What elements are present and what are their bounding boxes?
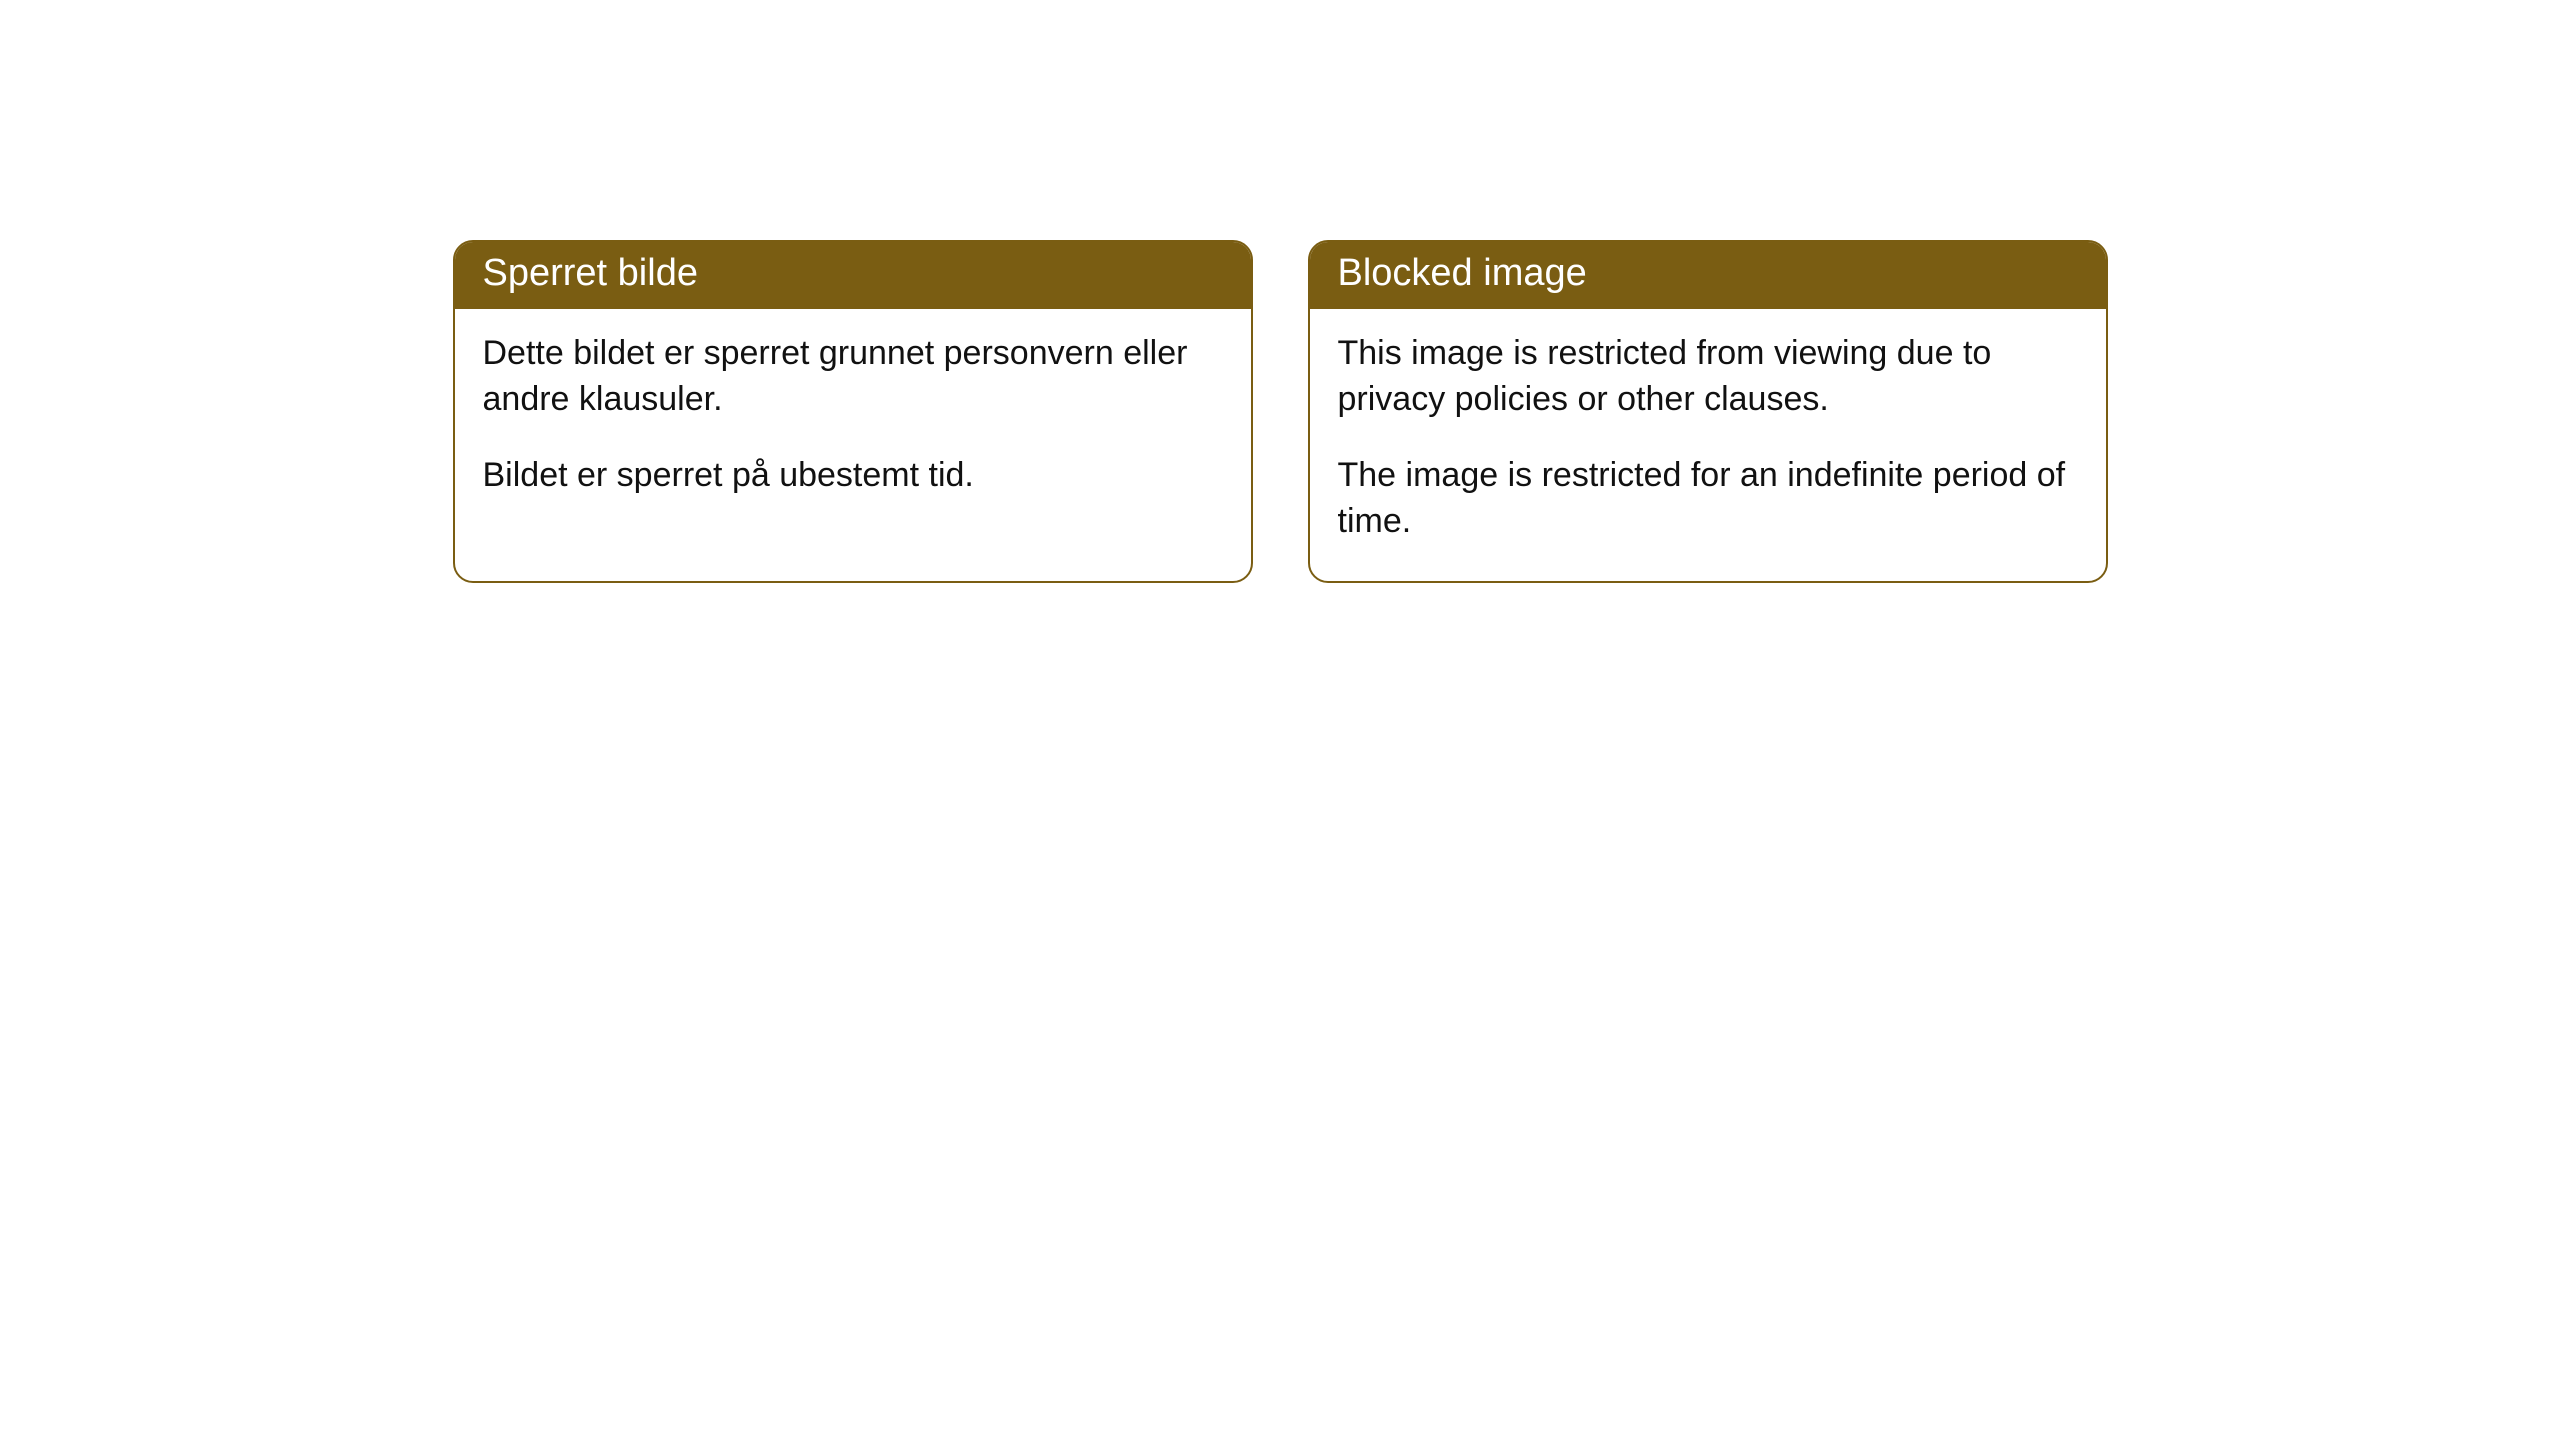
- card-para2-english: The image is restricted for an indefinit…: [1338, 453, 2078, 545]
- card-body-norwegian: Dette bildet er sperret grunnet personve…: [455, 309, 1251, 535]
- card-body-english: This image is restricted from viewing du…: [1310, 309, 2106, 581]
- notice-card-container: Sperret bilde Dette bildet er sperret gr…: [453, 240, 2108, 583]
- card-para1-norwegian: Dette bildet er sperret grunnet personve…: [483, 331, 1223, 423]
- card-header-english: Blocked image: [1310, 242, 2106, 309]
- notice-card-english: Blocked image This image is restricted f…: [1308, 240, 2108, 583]
- card-para1-english: This image is restricted from viewing du…: [1338, 331, 2078, 423]
- card-para2-norwegian: Bildet er sperret på ubestemt tid.: [483, 453, 1223, 499]
- card-header-norwegian: Sperret bilde: [455, 242, 1251, 309]
- notice-card-norwegian: Sperret bilde Dette bildet er sperret gr…: [453, 240, 1253, 583]
